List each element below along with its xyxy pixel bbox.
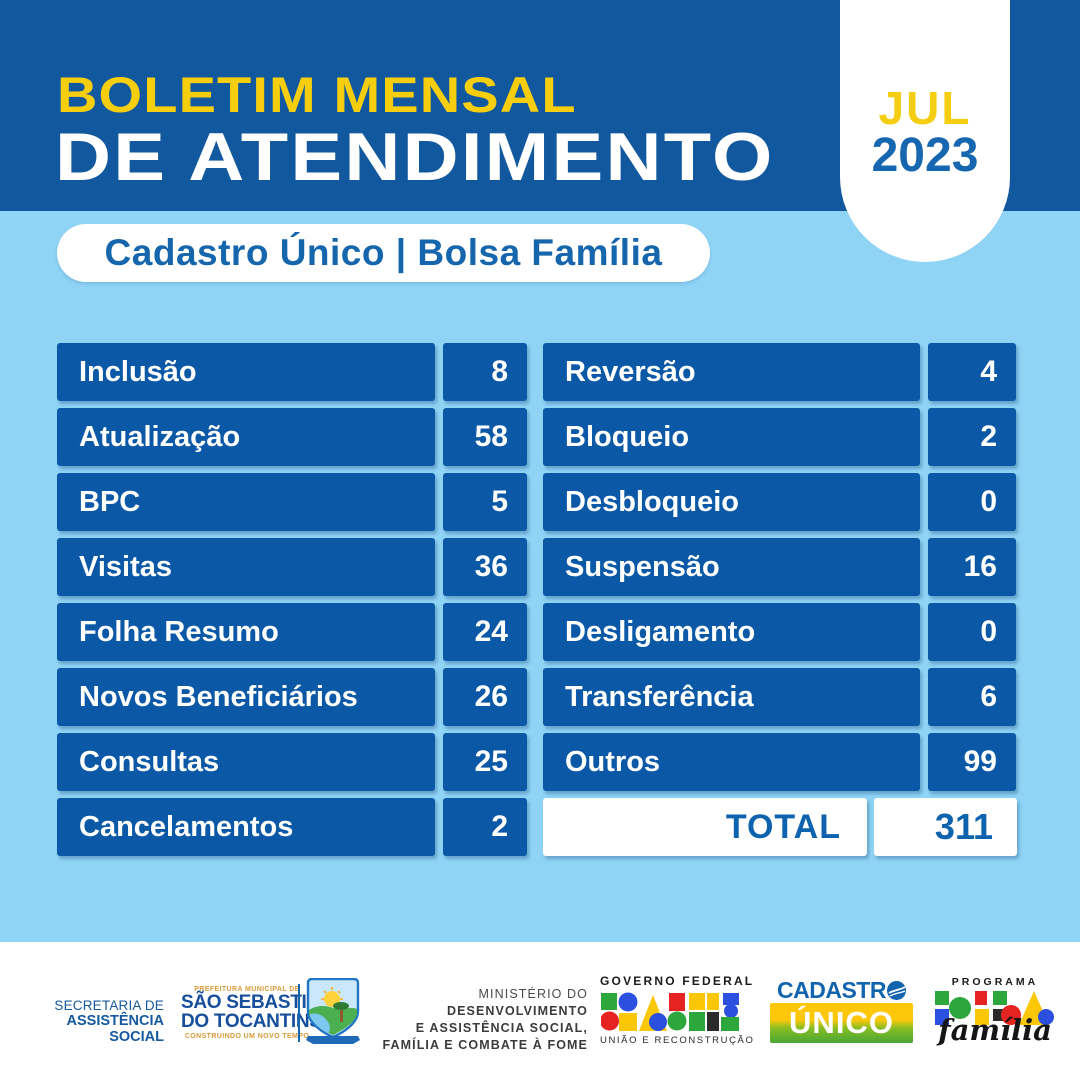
table-row-label: Inclusão	[57, 343, 435, 401]
ministerio-line4: FAMÍLIA E COMBATE À FOME	[382, 1038, 588, 1052]
table-row-label: Atualização	[57, 408, 435, 466]
prefeitura-slogan: CONSTRUINDO UM NOVO TEMPO	[184, 1033, 310, 1040]
table-row-label: Outros	[543, 733, 920, 791]
total-value: 311	[874, 798, 1017, 856]
cadastro-unico-line2: ÚNICO	[789, 1005, 894, 1040]
table-row-value: 4	[928, 343, 1016, 401]
total-label: TOTAL	[543, 798, 867, 856]
ministerio-line3: E ASSISTÊNCIA SOCIAL,	[415, 1021, 588, 1035]
page-title-line2: DE ATENDIMENTO	[55, 119, 775, 195]
table-row-value: 58	[443, 408, 527, 466]
table-row-value: 99	[928, 733, 1016, 791]
cadastro-unico-logo: CADASTR ÚNICO	[770, 978, 913, 1043]
ministerio-logo: MINISTÉRIO DO DESENVOLVIMENTO E ASSISTÊN…	[380, 986, 588, 1054]
bolsa-familia-logo: PROGRAMA família	[932, 976, 1058, 1045]
table-row-label: Reversão	[543, 343, 920, 401]
table-row-value: 0	[928, 603, 1016, 661]
month-card: JUL 2023	[840, 0, 1010, 262]
governo-federal-tagline: UNIÃO E RECONSTRUÇÃO	[600, 1035, 755, 1046]
table-row-value: 5	[443, 473, 527, 531]
table-row-label: Visitas	[57, 538, 435, 596]
table-row-label: Suspensão	[543, 538, 920, 596]
footer-divider	[298, 984, 300, 1042]
table-row-value: 8	[443, 343, 527, 401]
table-row-value: 0	[928, 473, 1016, 531]
table-row-value: 6	[928, 668, 1016, 726]
table-row-label: Desligamento	[543, 603, 920, 661]
ministerio-line2: DESENVOLVIMENTO	[446, 1004, 588, 1018]
table-row-value: 36	[443, 538, 527, 596]
table-row-value: 2	[928, 408, 1016, 466]
table-row-label: Novos Beneficiários	[57, 668, 435, 726]
year-label: 2023	[871, 129, 979, 182]
bolsa-familia-header: PROGRAMA	[951, 976, 1039, 988]
table-row-value: 16	[928, 538, 1016, 596]
prefeitura-logo: PREFEITURA MUNICIPAL DE SÃO SEBASTIÃO DO…	[181, 986, 335, 1041]
table-row-value: 24	[443, 603, 527, 661]
prefeitura-name-line2: DO TOCANTINS	[181, 1010, 322, 1032]
bolsa-logo-icon	[935, 991, 1054, 1025]
table-row-value: 25	[443, 733, 527, 791]
prefeitura-header: PREFEITURA MUNICIPAL DE	[194, 986, 300, 993]
table-row-value: 2	[443, 798, 527, 856]
secretaria-line1: SECRETARIA DE	[54, 998, 164, 1013]
table-row-label: Consultas	[57, 733, 435, 791]
month-label: JUL	[878, 82, 972, 134]
table-row-label: BPC	[57, 473, 435, 531]
municipal-coat-of-arms-icon	[306, 977, 360, 1046]
secretaria-logo: SECRETARIA DE ASSISTÊNCIA SOCIAL	[36, 998, 164, 1045]
subtitle-pill: Cadastro Único | Bolsa Família	[57, 224, 710, 282]
page-title-line1: BOLETIM MENSAL	[57, 67, 577, 123]
subtitle-text: Cadastro Único | Bolsa Família	[104, 232, 663, 273]
prefeitura-name-line1: SÃO SEBASTIÃO	[181, 992, 335, 1013]
governo-federal-logo: GOVERNO FEDERAL UNIÃO E RECONSTRUÇÃO	[600, 974, 755, 1046]
table-row-value: 26	[443, 668, 527, 726]
bolsa-familia-script: família	[938, 1013, 1052, 1047]
footer-logos-band: SECRETARIA DE ASSISTÊNCIA SOCIAL PREFEIT…	[0, 942, 1080, 1080]
governo-federal-header: GOVERNO FEDERAL	[600, 974, 755, 988]
secretaria-line2: ASSISTÊNCIA SOCIAL	[66, 1013, 165, 1045]
table-row-label: Cancelamentos	[57, 798, 435, 856]
table-row-label: Transferência	[543, 668, 920, 726]
ministerio-line1: MINISTÉRIO DO	[478, 987, 588, 1001]
table-row-label: Folha Resumo	[57, 603, 435, 661]
table-row-label: Bloqueio	[543, 408, 920, 466]
globe-o-icon	[886, 980, 906, 1000]
cadastro-wordmark: CADASTR	[777, 977, 886, 1003]
cadastro-unico-band: ÚNICO	[770, 1003, 913, 1043]
brasil-logo-icon	[601, 992, 739, 1031]
table-row-label: Desbloqueio	[543, 473, 920, 531]
